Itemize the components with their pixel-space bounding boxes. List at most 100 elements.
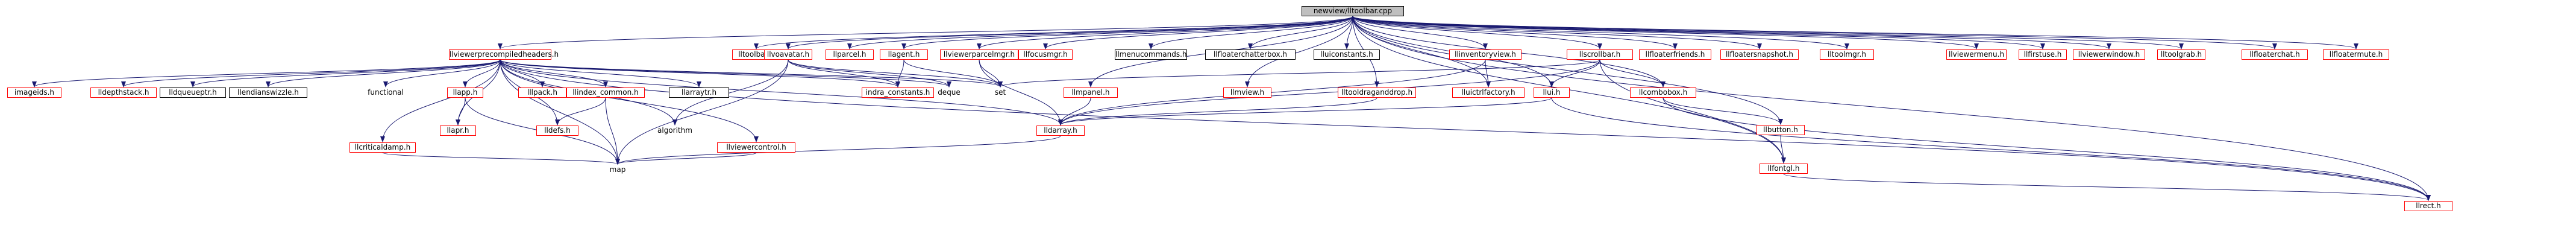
edge-avatar-to-set [788,59,1003,87]
node-fsnap[interactable]: llfloatersnapshot.h [1720,49,1799,60]
edge-pch-to-indra [500,59,900,87]
node-imvw[interactable]: llfirstuse.h [2019,49,2067,60]
edge-avatar-to-deque [788,59,951,87]
edge-pch-to-map [500,59,620,165]
node-root[interactable]: newview/lltoolbar.cpp [1302,6,1404,16]
node-lllock[interactable]: lllpack.h [518,87,566,98]
node-vctrl[interactable]: llviewercontrol.h [717,142,795,153]
edge-root-to-ffriends [1352,16,1678,49]
edge-combo-to-button [1662,97,1783,125]
node-toolgrab[interactable]: lltoolgrab.h [2157,49,2205,60]
edge-root-to-vpmgr [977,16,1353,49]
edge-root-to-invview [1352,16,1488,49]
node-vpmgr[interactable]: llviewerparcelmgr.h [940,49,1018,60]
node-scroll[interactable]: llscrollbar.h [1567,49,1633,60]
edge-root-to-fmute [1352,16,2358,49]
node-agent[interactable]: llagent.h [880,49,928,60]
node-critdamp[interactable]: llcriticaldamp.h [349,142,416,153]
edge-llindex-to-map [605,97,620,165]
edge-root-to-pch [498,16,1353,49]
edge-root-to-vmenu [1352,16,1979,49]
edge-fontgl-to-rect [1783,173,2431,201]
edge-pch-to-vctrl [500,59,759,142]
edge-pch-to-lltmp [463,59,501,87]
node-set: set [994,88,1006,97]
node-llview[interactable]: llmview.h [1223,87,1271,98]
node-ffriends[interactable]: llfloaterfriends.h [1639,49,1711,60]
edge-pch-to-imageids [32,59,501,87]
node-map: map [609,165,626,174]
edge-agent-to-indra [895,59,904,87]
node-tdrag[interactable]: lltooldraganddrop.h [1338,87,1416,98]
edge-vpmgr-to-darray [979,59,1063,126]
node-panel[interactable]: llmpanel.h [1064,87,1118,98]
node-parcel[interactable]: llparcel.h [826,49,874,60]
node-llindex[interactable]: llindex_common.h [566,87,645,98]
edge-pch-to-depth [121,59,501,87]
node-darray[interactable]: lldarray.h [1036,126,1085,136]
edge-root-to-fchatbox [1248,16,1353,49]
edge-combo-to-rect [1662,97,2431,201]
node-indra[interactable]: indra_constants.h [862,87,934,98]
node-button[interactable]: llbutton.h [1757,125,1805,135]
edge-root-to-scroll [1352,16,1602,49]
edge-root-to-focus [1043,16,1353,49]
node-llapr[interactable]: llapr.h [440,126,476,136]
edge-scroll-to-ui [1549,59,1600,87]
edge-pch-to-functional [383,59,501,87]
node-llarray: llarraytr.h [669,87,729,98]
edge-invview-to-uifact [1485,59,1491,87]
edge-agent-to-set [903,59,1003,87]
node-algorithm: algorithm [657,126,692,135]
edge-darray-to-map [615,135,1061,165]
node-menucmd: llmenucommands.h [1115,49,1187,60]
edge-critdamp-to-map [382,152,620,165]
node-imageids[interactable]: imageids.h [7,87,61,98]
node-deque: deque [938,88,961,97]
edge-scroll-to-set [998,59,1600,87]
edge-pch-to-lllock [500,59,545,87]
node-dqueue: lldqueueptr.h [160,87,226,98]
edge-root-to-rect [1352,16,2431,201]
edge-scroll-to-fontgl [1599,59,1786,164]
edge-tdrag-to-darray [1058,97,1377,126]
node-endian: llendianswizzle.h [229,87,307,98]
node-ui[interactable]: llui.h [1534,87,1570,98]
node-lltmp[interactable]: llapp.h [447,87,483,98]
node-uifact[interactable]: lluictrlfactory.h [1452,87,1525,98]
edge-vctrl-to-map [615,152,757,165]
node-fmute[interactable]: llfloatermute.h [2323,49,2389,60]
edge-pch-to-llindex [500,59,608,87]
node-fchat[interactable]: llfloaterchat.h [2242,49,2308,60]
node-avatar[interactable]: llvoavatar.h [764,49,812,60]
node-vwindow[interactable]: llviewerwindow.h [2073,49,2145,60]
edge-root-to-llview [1245,16,1353,87]
node-functional: functional [368,88,404,97]
edge-ui-to-darray [1058,97,1552,126]
edge-pch-to-critdamp [380,59,501,142]
node-pch[interactable]: llviewerprecompiledheaders.h [449,49,559,60]
node-combo[interactable]: llcombobox.h [1630,87,1696,98]
edge-root-to-avatar [786,16,1353,49]
edge-avatar-to-algorithm [672,59,789,126]
edge-root-to-button [1352,16,1783,125]
edge-pch-to-llarray [500,59,701,87]
node-invview[interactable]: llinventoryview.h [1449,49,1521,60]
node-rect[interactable]: llrect.h [2404,201,2452,211]
edge-llindex-to-defs [555,97,606,126]
edge-avatar-to-indra [788,59,900,87]
edge-pch-to-darray [500,59,1063,126]
edge-pch-to-endian [266,59,501,87]
node-fontgl[interactable]: llfontgl.h [1760,164,1808,174]
node-toolmgr[interactable]: lltoolmgr.h [1820,49,1874,60]
edge-root-to-agent [901,16,1353,49]
node-vmenu[interactable]: llviewermenu.h [1946,49,2007,60]
node-depth[interactable]: lldepthstack.h [90,87,157,98]
node-focus[interactable]: llfocusmgr.h [1018,49,1073,60]
node-defs[interactable]: lldefs.h [536,126,578,136]
node-fchatbox: llfloaterchatterbox.h [1205,49,1296,60]
edge-root-to-parcel [847,16,1353,49]
edge-pch-to-dqueue [190,59,501,87]
edge-root-to-fsnap [1352,16,1762,49]
